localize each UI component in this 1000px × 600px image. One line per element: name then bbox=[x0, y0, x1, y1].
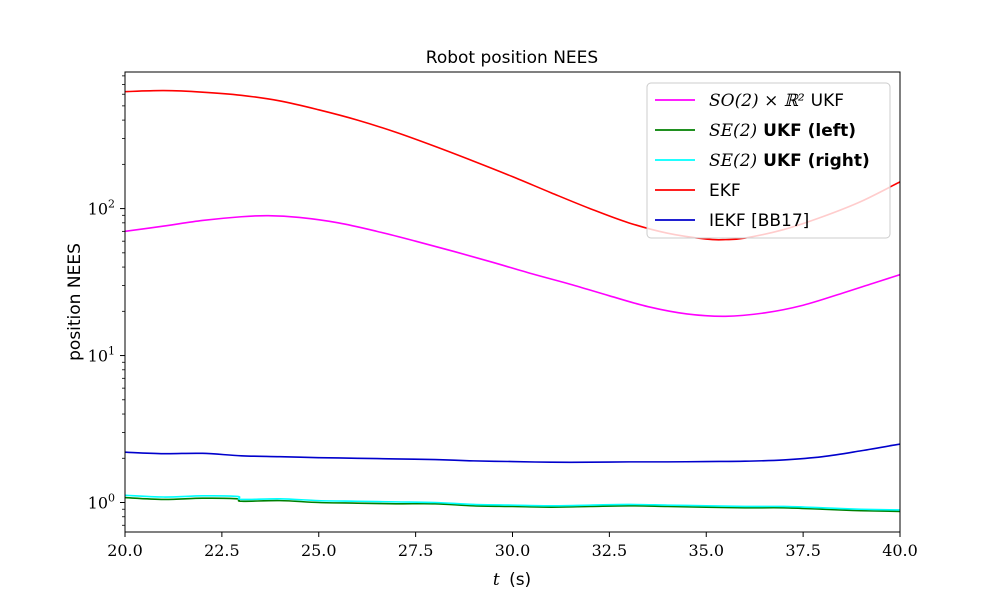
y-tick-label: 100 bbox=[88, 492, 115, 513]
legend-entry-2: SE(2) UKF (right) bbox=[709, 151, 870, 171]
x-axis-label-unit: (s) bbox=[509, 570, 531, 590]
legend-entry-3: EKF bbox=[709, 181, 741, 201]
x-axis-label-var: t bbox=[493, 570, 500, 590]
legend: SO(2) × ℝ² UKF SE(2) UKF (left) SE(2) UKF (ri… bbox=[646, 82, 891, 239]
x-tick-label: 35.0 bbox=[688, 541, 724, 560]
x-tick-label: 30.0 bbox=[495, 541, 531, 560]
x-axis: 20.0 22.5 25.0 27.5 30.0 32.5 35.0 37.5 40.0 bbox=[107, 532, 918, 560]
y-tick-label: 101 bbox=[88, 345, 115, 366]
x-tick-label: 25.0 bbox=[301, 541, 337, 560]
x-tick-label: 20.0 bbox=[107, 541, 143, 560]
y-axis-label: position NEES bbox=[65, 243, 85, 361]
x-tick-label: 22.5 bbox=[204, 541, 240, 560]
legend-entry-1: SE(2) UKF (left) bbox=[709, 121, 856, 141]
legend-entry-0: SO(2) × ℝ² UKF bbox=[709, 91, 844, 111]
x-tick-label: 37.5 bbox=[785, 541, 821, 560]
chart-title: Robot position NEES bbox=[426, 48, 598, 68]
series-line-1 bbox=[125, 496, 900, 513]
y-axis: 100 101 102 bbox=[88, 75, 125, 526]
series-line-2 bbox=[125, 494, 900, 511]
legend-entry-4: IEKF [BB17] bbox=[709, 211, 809, 231]
x-tick-label: 32.5 bbox=[592, 541, 628, 560]
y-tick-label: 102 bbox=[88, 198, 115, 219]
x-axis-label: t (s) bbox=[493, 570, 531, 590]
x-tick-label: 40.0 bbox=[882, 541, 918, 560]
legend-box bbox=[646, 82, 891, 239]
x-tick-label: 27.5 bbox=[398, 541, 434, 560]
series-line-4 bbox=[125, 443, 900, 464]
series-line-0 bbox=[125, 214, 900, 318]
